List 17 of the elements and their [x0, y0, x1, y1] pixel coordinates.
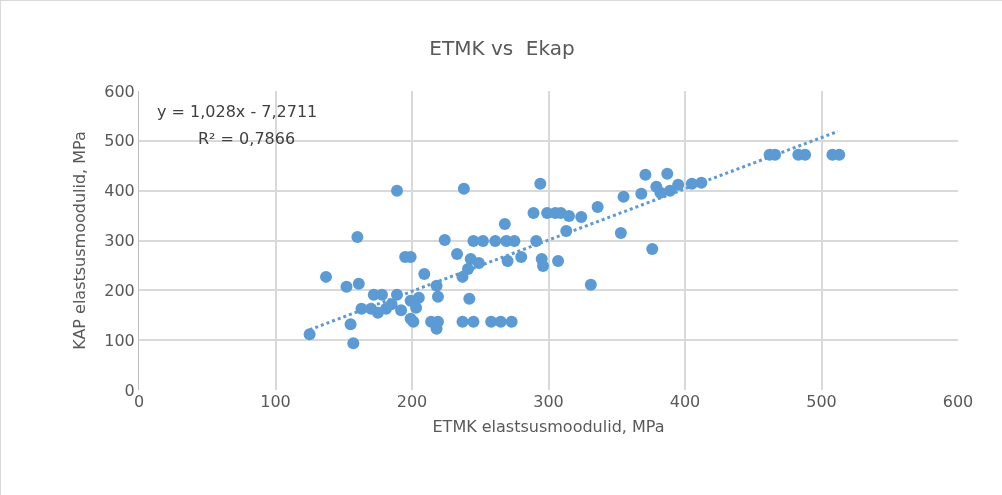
y-tick-label: 300 — [104, 231, 135, 251]
y-axis-title: KAP elastsusmoodulid, MPa — [70, 131, 90, 350]
x-tick-label: 100 — [260, 392, 291, 411]
y-tick-label: 200 — [104, 280, 135, 300]
x-tick-label: 200 — [396, 392, 428, 411]
x-axis-title: ETMK elastsusmoodulid, MPa — [432, 416, 665, 436]
x-tick-label: 300 — [533, 392, 564, 411]
x-tick-label: 600 — [942, 392, 974, 411]
x-tick-label: 500 — [806, 392, 837, 411]
chart-title: ETMK vs Ekap — [429, 35, 575, 60]
annotation: R² = 0,7866 — [198, 129, 296, 148]
y-tick-label: 100 — [104, 330, 135, 350]
x-tick-label: 400 — [669, 392, 701, 411]
y-tick-label: 600 — [104, 81, 135, 101]
y-tick-label: 400 — [104, 181, 135, 201]
y-tick-label: 500 — [104, 131, 135, 151]
annotation: y = 1,028x - 7,2711 — [157, 102, 318, 121]
